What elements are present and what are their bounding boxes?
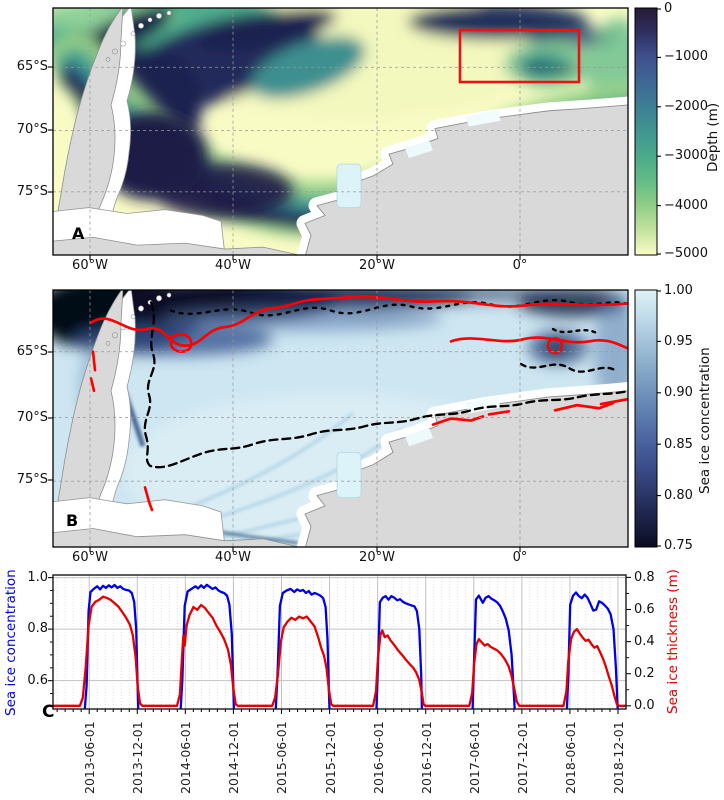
c-date-tick-0: 2013-06-01 [82,721,97,794]
study-region-box [458,28,581,84]
panel-b-letter: B [66,511,79,530]
lat-tick-b-75s: 75°S [16,472,48,487]
series-right [53,595,626,707]
c-left-tick-1.0: 1.0 [27,570,48,585]
lon-tick-a-40w: 40°W [215,258,251,273]
cbar-a-title: Depth (m) [705,102,721,172]
c-date-tick-6: 2016-06-01 [371,721,386,794]
panel-a-bathymetry-field [53,8,628,256]
cbar-a-tick-2000: −2000 [664,99,708,114]
cbar-a-tick-3000: −3000 [664,148,708,163]
panel-b-ticks [48,351,521,552]
cbar-b-tick-085: 0.85 [664,437,693,452]
lon-tick-b-0: 0° [512,550,528,565]
panel-b-colorbar [634,289,658,548]
cbar-a-tick-1000: −1000 [664,49,708,64]
cbar-a-tick-5000: −5000 [664,246,708,261]
c-right-tick-0.4: 0.4 [634,634,655,649]
lon-tick-a-0: 0° [512,258,528,273]
panel-a-ticks [48,66,521,260]
cbar-a-tick-4000: −4000 [664,198,708,213]
lat-tick-a-65s: 65°S [16,59,48,74]
panel-a-colorbar [634,7,658,256]
lon-tick-a-60w: 60°W [72,258,108,273]
c-date-tick-8: 2017-06-01 [467,721,482,794]
lon-tick-b-60w: 60°W [72,550,108,565]
panel-a-map [53,8,628,256]
c-left-tick-0.6: 0.6 [27,673,48,688]
panel-b-colorbar-ticks [657,290,661,547]
panel-c-series [53,583,626,709]
c-date-tick-9: 2017-12-01 [515,721,530,794]
cbar-b-tick-080: 0.80 [664,488,693,503]
panel-a-letter: A [72,224,85,243]
lon-tick-a-20w: 20°W [359,258,395,273]
c-right-tick-0.8: 0.8 [634,570,655,585]
cbar-a-tick-0: 0 [664,1,673,16]
c-left-tick-0.8: 0.8 [27,621,48,636]
panel-c-frame [52,574,627,710]
c-date-tick-11: 2018-12-01 [611,721,626,794]
panel-a-frame [52,7,629,256]
c-date-tick-1: 2013-12-01 [130,721,145,794]
lat-tick-a-70s: 70°S [16,122,48,137]
cbar-b-title: Sea ice concentration [697,347,713,494]
panel-c-ticks [48,576,631,714]
cbar-b-tick-100: 1.00 [664,283,693,298]
c-date-tick-3: 2014-12-01 [226,721,241,794]
lat-tick-b-70s: 70°S [16,410,48,425]
c-date-tick-10: 2018-06-01 [563,721,578,794]
c-date-tick-2: 2014-06-01 [178,721,193,794]
panel-b-map [53,290,628,547]
c-right-tick-0.6: 0.6 [634,602,655,617]
lat-tick-b-65s: 65°S [16,344,48,359]
panel-c-letter: C [42,702,55,722]
lon-tick-b-40w: 40°W [215,550,251,565]
series-left [83,583,619,709]
c-right-axis-label: Sea ice thickness (m) [665,569,681,714]
c-left-axis-label: Sea ice concentration [3,569,19,716]
cbar-b-tick-095: 0.95 [664,334,693,349]
lon-tick-b-20w: 20°W [359,550,395,565]
c-date-tick-5: 2015-12-01 [323,721,338,794]
lat-tick-a-75s: 75°S [16,184,48,199]
panel-a-colorbar-ticks [657,8,661,255]
c-date-tick-7: 2016-12-01 [419,721,434,794]
c-right-tick-0.0: 0.0 [634,698,655,713]
red-contours [89,295,628,512]
cbar-b-tick-075: 0.75 [664,538,693,553]
cbar-b-tick-090: 0.90 [664,385,693,400]
c-right-tick-0.2: 0.2 [634,666,655,681]
c-date-tick-4: 2015-06-01 [274,721,289,794]
panel-b-concentration-field [53,290,628,547]
